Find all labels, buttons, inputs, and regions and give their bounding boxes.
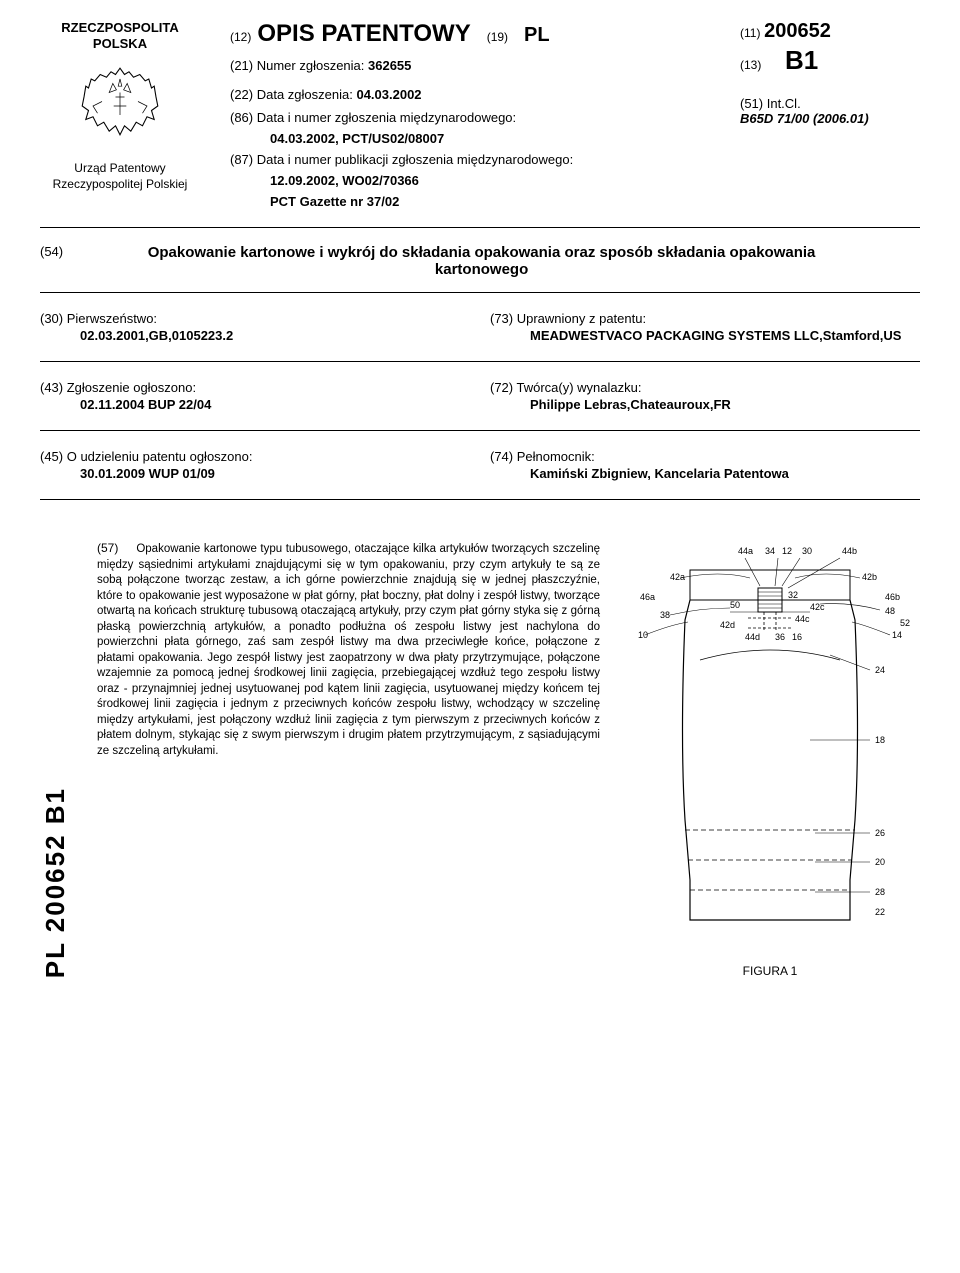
val-87-2: PCT Gazette nr 37/02 <box>270 194 720 209</box>
ref-16: 16 <box>792 632 802 642</box>
separator <box>40 227 920 228</box>
ref-42b: 42b <box>862 572 877 582</box>
ref-14: 14 <box>892 630 902 640</box>
office-line2: Rzeczypospolitej Polskiej <box>53 177 188 191</box>
header-left: RZECZPOSPOLITA POLSKA Urząd Patentowy Rz… <box>40 20 200 192</box>
code-13: (13) <box>740 58 761 72</box>
kind-code-line: (13) B1 <box>740 45 920 76</box>
abstract-body: Opakowanie kartonowe typu tubusowego, ot… <box>97 543 600 757</box>
figure-column: 10 38 46a 42a 44a 34 12 30 44b 42b 46b 4… <box>620 540 920 978</box>
ref-44a: 44a <box>738 546 753 556</box>
national-emblem <box>75 61 165 151</box>
ref-48: 48 <box>885 606 895 616</box>
figure-drawing: 10 38 46a 42a 44a 34 12 30 44b 42b 46b 4… <box>630 540 910 960</box>
app-date: 04.03.2002 <box>356 87 421 102</box>
code-57: (57) <box>97 541 118 555</box>
bib-45: (45) O udzieleniu patentu ogłoszono: 30.… <box>40 431 480 499</box>
label-87: (87) Data i numer publikacji zgłoszenia … <box>230 152 720 167</box>
ref-42a: 42a <box>670 572 685 582</box>
bib-74: (74) Pełnomocnik: Kamiński Zbigniew, Kan… <box>480 431 920 499</box>
ref-20: 20 <box>875 857 885 867</box>
label-73: (73) Uprawniony z patentu: <box>490 311 910 326</box>
label-72: (72) Twórca(y) wynalazku: <box>490 380 910 395</box>
header-mid: (12) OPIS PATENTOWY (19) PL (21) Numer z… <box>220 20 720 209</box>
val-86: 04.03.2002, PCT/US02/08007 <box>270 131 720 146</box>
label-86: (86) Data i numer zgłoszenia międzynarod… <box>230 110 720 125</box>
label-21: (21) Numer zgłoszenia: <box>230 58 364 73</box>
separator <box>40 499 920 500</box>
val-45: 30.01.2009 WUP 01/09 <box>80 466 470 481</box>
ref-34: 34 <box>765 546 775 556</box>
header-right: (11) 200652 (13) B1 (51) Int.Cl. B65D 71… <box>740 20 920 126</box>
val-30: 02.03.2001,GB,0105223.2 <box>80 328 470 343</box>
side-patent-code: PL 200652 B1 <box>40 787 71 978</box>
ref-24: 24 <box>875 665 885 675</box>
patent-figure-icon: 10 38 46a 42a 44a 34 12 30 44b 42b 46b 4… <box>630 540 910 960</box>
bib-43: (43) Zgłoszenie ogłoszono: 02.11.2004 BU… <box>40 362 480 430</box>
val-51: B65D 71/00 (2006.01) <box>740 111 869 126</box>
bib-30: (30) Pierwszeństwo: 02.03.2001,GB,010522… <box>40 293 480 361</box>
invention-title: Opakowanie kartonowe i wykrój do składan… <box>103 244 920 278</box>
app-date-line: (22) Data zgłoszenia: 04.03.2002 <box>230 87 720 102</box>
ref-26: 26 <box>875 828 885 838</box>
ref-36: 36 <box>775 632 785 642</box>
patent-number-line: (11) 200652 <box>740 20 920 43</box>
ref-50: 50 <box>730 600 740 610</box>
ref-44b: 44b <box>842 546 857 556</box>
label-43: (43) Zgłoszenie ogłoszono: <box>40 380 470 395</box>
ref-46a: 46a <box>640 592 655 602</box>
val-43: 02.11.2004 BUP 22/04 <box>80 397 470 412</box>
val-73: MEADWESTVACO PACKAGING SYSTEMS LLC,Stamf… <box>530 328 910 343</box>
doc-title: OPIS PATENTOWY <box>257 20 470 48</box>
biblio-grid-2: (43) Zgłoszenie ogłoszono: 02.11.2004 BU… <box>40 362 920 430</box>
val-87-1: 12.09.2002, WO02/70366 <box>270 173 720 188</box>
label-22: (22) Data zgłoszenia: <box>230 87 353 102</box>
abstract-row: PL 200652 B1 (57)Opakowanie kartonowe ty… <box>40 540 920 978</box>
header: RZECZPOSPOLITA POLSKA Urząd Patentowy Rz… <box>40 20 920 209</box>
doc-title-line: (12) OPIS PATENTOWY (19) PL <box>230 20 720 48</box>
bib-73: (73) Uprawniony z patentu: MEADWESTVACO … <box>480 293 920 361</box>
val-72: Philippe Lebras,Chateauroux,FR <box>530 397 910 412</box>
abstract-text: (57)Opakowanie kartonowe typu tubusowego… <box>97 540 600 759</box>
ref-38: 38 <box>660 610 670 620</box>
country-name: RZECZPOSPOLITA POLSKA <box>40 20 200 51</box>
ref-52: 52 <box>900 618 910 628</box>
code-19: (19) <box>487 30 508 44</box>
patent-number: 200652 <box>764 20 831 42</box>
app-number: 362655 <box>368 58 411 73</box>
code-12: (12) <box>230 30 251 44</box>
eagle-icon <box>75 61 165 151</box>
office-line1: Urząd Patentowy <box>74 161 165 175</box>
ref-18: 18 <box>875 735 885 745</box>
ref-42c: 42c <box>810 602 825 612</box>
ref-32: 32 <box>788 590 798 600</box>
ref-42d: 42d <box>720 620 735 630</box>
ref-30: 30 <box>802 546 812 556</box>
ref-12: 12 <box>782 546 792 556</box>
label-51: (51) Int.Cl. <box>740 96 801 111</box>
ref-28: 28 <box>875 887 885 897</box>
label-74: (74) Pełnomocnik: <box>490 449 910 464</box>
biblio-grid-3: (45) O udzieleniu patentu ogłoszono: 30.… <box>40 431 920 499</box>
label-30: (30) Pierwszeństwo: <box>40 311 470 326</box>
ref-44c: 44c <box>795 614 810 624</box>
country-code: PL <box>524 24 550 47</box>
code-11: (11) <box>740 26 760 40</box>
code-54: (54) <box>40 244 63 259</box>
ref-44d: 44d <box>745 632 760 642</box>
kind-code: B1 <box>785 45 818 75</box>
ref-10: 10 <box>638 630 648 640</box>
label-45: (45) O udzieleniu patentu ogłoszono: <box>40 449 470 464</box>
invention-title-row: (54) Opakowanie kartonowe i wykrój do sk… <box>40 238 920 292</box>
intcl-block: (51) Int.Cl. B65D 71/00 (2006.01) <box>740 96 920 126</box>
ref-22: 22 <box>875 907 885 917</box>
office-name: Urząd Patentowy Rzeczypospolitej Polskie… <box>40 161 200 192</box>
ref-46b: 46b <box>885 592 900 602</box>
figure-label: FIGURA 1 <box>743 964 798 978</box>
app-number-line: (21) Numer zgłoszenia: 362655 <box>230 58 720 73</box>
bib-72: (72) Twórca(y) wynalazku: Philippe Lebra… <box>480 362 920 430</box>
val-74: Kamiński Zbigniew, Kancelaria Patentowa <box>530 466 910 481</box>
biblio-grid: (30) Pierwszeństwo: 02.03.2001,GB,010522… <box>40 293 920 361</box>
